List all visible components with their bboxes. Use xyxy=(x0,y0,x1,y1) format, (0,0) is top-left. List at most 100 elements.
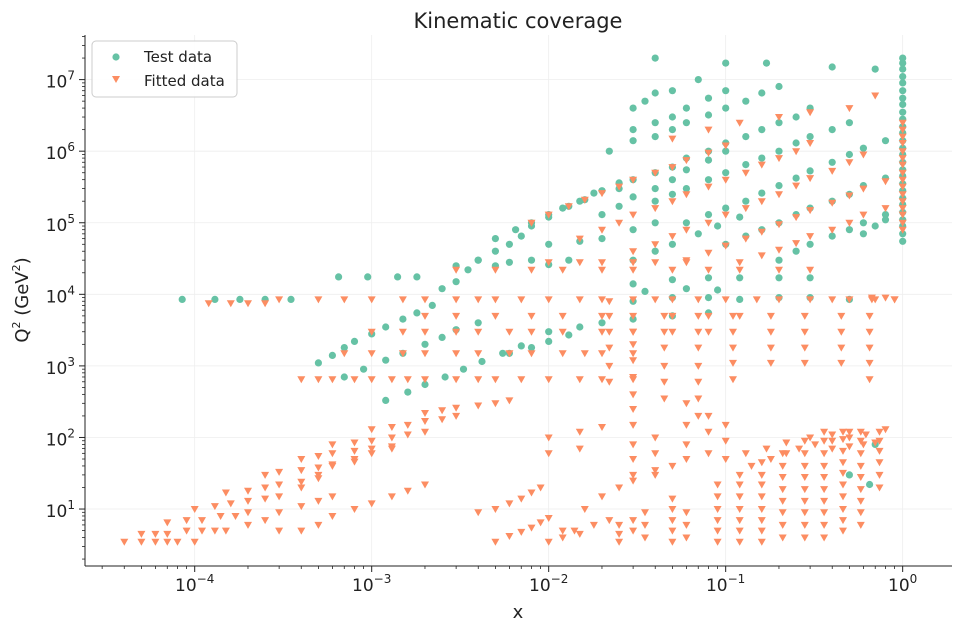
test-data-point xyxy=(421,340,429,348)
test-data-point xyxy=(899,87,907,95)
fitted-data-point xyxy=(421,328,429,336)
fitted-data-point xyxy=(839,447,847,455)
test-data-point xyxy=(340,344,348,352)
fitted-data-point xyxy=(598,493,606,501)
fitted-data-point xyxy=(762,445,771,453)
test-data-point xyxy=(651,119,659,127)
test-data-point xyxy=(758,154,766,162)
test-data-point xyxy=(722,147,730,155)
fitted-data-point xyxy=(820,497,829,505)
test-data-point xyxy=(899,108,907,116)
plot-points xyxy=(120,54,907,546)
fitted-data-point xyxy=(505,533,514,540)
fitted-data-point xyxy=(297,527,306,535)
fitted-data-point xyxy=(757,161,766,169)
test-data-point xyxy=(682,104,691,112)
fitted-data-point xyxy=(721,142,730,150)
fitted-data-point xyxy=(598,312,606,320)
fitted-data-point xyxy=(629,441,638,449)
fitted-data-point xyxy=(629,391,638,399)
fitted-data-point xyxy=(747,462,756,470)
fitted-data-point xyxy=(704,126,713,134)
test-data-point xyxy=(335,273,343,281)
legend-fitted-data-label: Fitted data xyxy=(144,72,225,90)
fitted-data-point xyxy=(778,534,787,542)
fitted-data-point xyxy=(589,521,598,529)
test-data-point xyxy=(736,274,744,282)
fitted-data-point xyxy=(474,296,483,304)
fitted-data-point xyxy=(491,312,500,320)
fitted-data-point xyxy=(598,190,606,198)
fitted-data-point xyxy=(865,312,874,320)
fitted-data-point xyxy=(828,199,837,207)
fitted-data-point xyxy=(575,428,584,436)
fitted-data-point xyxy=(735,259,744,267)
fitted-data-point xyxy=(806,109,815,117)
test-data-point xyxy=(722,87,730,95)
fitted-data-point xyxy=(231,513,240,520)
fitted-data-point xyxy=(163,538,172,546)
fitted-data-point xyxy=(735,517,744,525)
test-data-point xyxy=(287,295,295,303)
test-data-point xyxy=(704,176,713,184)
fitted-data-point xyxy=(800,521,809,529)
fitted-data-point xyxy=(837,312,846,320)
test-data-point xyxy=(828,232,836,240)
test-data-point xyxy=(598,211,606,219)
fitted-data-point xyxy=(757,198,766,206)
fitted-data-point xyxy=(151,538,160,546)
fitted-data-point xyxy=(629,471,638,479)
fitted-data-point xyxy=(735,471,744,479)
test-data-point xyxy=(866,480,874,489)
test-data-point xyxy=(845,226,854,234)
test-data-point xyxy=(413,309,421,317)
fitted-data-point xyxy=(828,296,837,304)
test-data-point xyxy=(704,294,713,302)
fitted-data-point xyxy=(350,447,359,455)
test-data-point xyxy=(441,373,449,381)
fitted-data-point xyxy=(875,428,884,436)
fitted-data-point xyxy=(704,149,713,157)
fitted-data-point xyxy=(629,312,638,320)
test-data-point xyxy=(806,274,814,282)
fitted-data-point xyxy=(558,527,567,535)
fitted-data-point xyxy=(505,500,514,508)
fitted-data-point xyxy=(651,471,660,479)
fitted-data-point xyxy=(871,439,880,447)
fitted-data-point xyxy=(757,506,766,513)
fitted-data-point xyxy=(845,219,854,227)
test-data-point xyxy=(792,139,800,147)
fitted-data-point xyxy=(527,328,536,336)
test-data-point xyxy=(178,295,186,303)
fitted-data-point xyxy=(421,418,429,425)
fitted-data-point xyxy=(845,434,854,442)
fitted-data-point xyxy=(190,506,199,513)
fitted-data-point xyxy=(641,509,649,517)
fitted-data-point xyxy=(861,431,870,439)
fitted-data-point xyxy=(615,484,624,492)
fitted-data-point xyxy=(660,378,669,386)
y-tick-label: 101 xyxy=(46,498,75,522)
test-data-point xyxy=(615,202,623,210)
y-tick-label: 106 xyxy=(46,140,75,164)
legend-box xyxy=(91,40,238,98)
test-data-point xyxy=(742,97,750,105)
y-axis-title-unit-close: ) xyxy=(12,257,33,264)
fitted-data-point xyxy=(629,374,638,381)
fitted-data-point xyxy=(314,296,323,304)
fitted-data-point xyxy=(261,484,270,492)
fitted-data-point xyxy=(735,538,744,546)
fitted-data-point xyxy=(735,527,744,535)
test-data-point xyxy=(806,167,814,175)
fitted-data-point xyxy=(421,350,429,358)
y-tick-exponent: 1 xyxy=(67,498,75,512)
fitted-data-point xyxy=(314,471,323,479)
test-data-point xyxy=(682,185,691,193)
fitted-data-point xyxy=(261,517,270,525)
fitted-data-point xyxy=(792,182,801,190)
fitted-data-point xyxy=(151,530,160,538)
fitted-data-point xyxy=(163,530,172,538)
test-data-point xyxy=(452,278,460,286)
fitted-data-point xyxy=(198,517,206,525)
fitted-data-point xyxy=(856,509,865,517)
